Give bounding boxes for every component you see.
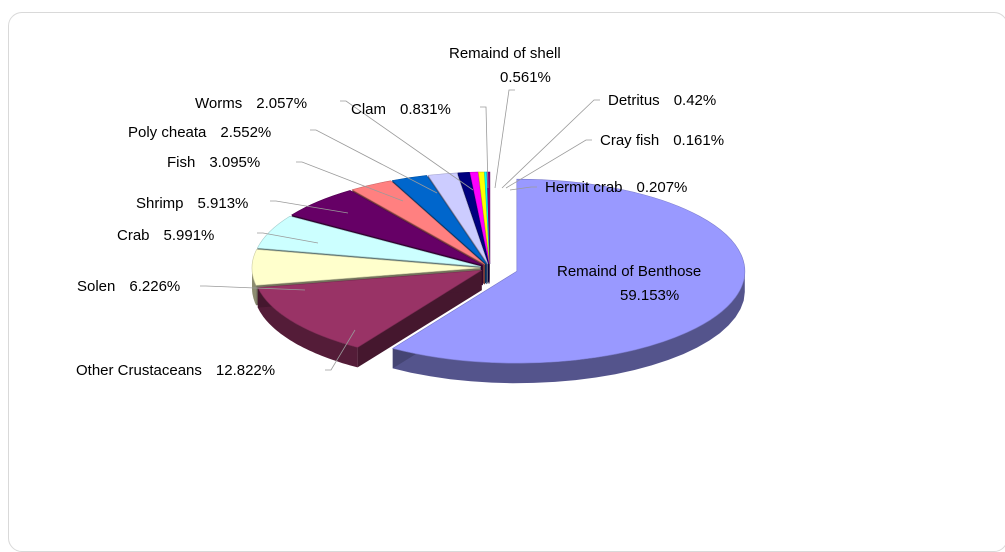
leader-worms [340,100,474,191]
label-text-shrimp: Shrimp [136,195,184,212]
label-text-clam: Clam [351,101,386,118]
value-remaind-of-benthose: 59.153% [620,287,679,304]
label-text-cray-fish: Cray fish [600,132,659,149]
slice-wall-other-crustaceans [257,287,358,368]
value-cray-fish: 0.161% [673,132,724,149]
label-text-poly-cheata: Poly cheata [128,124,207,141]
label-solen: Solen 6.226% [77,278,180,295]
slice-top-shrimp [291,190,483,266]
value-remaind-of-shell: 0.561% [500,69,551,86]
leader-crab [257,232,319,244]
leader-other-crustaceans [325,329,356,371]
label-shrimp: Shrimp 5.913% [136,195,248,212]
label-text-detritus: Detritus [608,92,660,109]
slice-wall-remaind-of-benthose [392,272,745,384]
label-text-crab: Crab [117,227,150,244]
value-clam: 0.831% [400,101,451,118]
slice-top-remaind-of-shell [469,171,490,265]
leader-cray-fish [505,139,592,189]
label-text-solen: Solen [77,278,115,295]
slice-top-remaind-of-benthose [392,178,746,364]
slice-top-hermit-crab [486,171,491,264]
value-worms: 2.057% [256,95,307,112]
label-hermit-crab: Hermit crab 0.207% [545,179,687,196]
slice-top-poly-cheata [391,175,487,265]
value-crab: 5.991% [164,227,215,244]
slice-top-clam [457,171,490,265]
label-worms: Worms 2.057% [195,95,307,112]
slice-top-solen [251,249,481,286]
label-remaind-of-benthose: Remaind of Benthose [557,263,701,280]
label-detritus: Detritus 0.42% [608,92,716,109]
leader-remaind-of-shell [494,89,515,189]
labels-layer: Remaind of Benthose 59.153% Other Crustace… [76,45,724,379]
leader-detritus [501,99,600,189]
leader-fish [296,161,404,202]
leader-clam [480,106,489,189]
label-fish: Fish 3.095% [167,154,260,171]
label-text-hermit-crab: Hermit crab [545,179,623,196]
label-text-other-crustaceans: Other Crustaceans [76,362,202,379]
label-text-worms: Worms [195,95,242,112]
value-fish: 3.095% [209,154,260,171]
value-other-crustaceans: 12.822% [216,362,275,379]
value-solen: 6.226% [129,278,180,295]
value-shrimp: 5.913% [198,195,249,212]
slice-wall-solen [252,266,257,306]
slice-top-other-crustaceans [257,269,482,348]
leader-shrimp [270,200,349,214]
slice-top-worms [427,172,489,265]
leader-hermit-crab [509,186,537,191]
slices-layer [251,171,746,384]
label-text-fish: Fish [167,154,195,171]
leader-poly-cheata [310,129,438,194]
slice-top-fish [351,180,486,265]
label-cray-fish: Cray fish 0.161% [600,132,724,149]
label-clam: Clam 0.831% [351,101,451,118]
label-crab: Crab 5.991% [117,227,214,244]
slice-top-crab [256,215,481,267]
value-hermit-crab: 0.207% [637,179,688,196]
value-poly-cheata: 2.552% [220,124,271,141]
leader-solen [200,285,306,291]
label-poly-cheata: Poly cheata 2.552% [128,124,271,141]
value-detritus: 0.42% [674,92,717,109]
slice-side-other-crustaceans-0 [357,270,482,368]
label-remaind-of-shell: Remaind of shell [449,45,561,62]
label-other-crustaceans: Other Crustaceans 12.822% [76,362,275,379]
leader-lines [200,89,600,371]
